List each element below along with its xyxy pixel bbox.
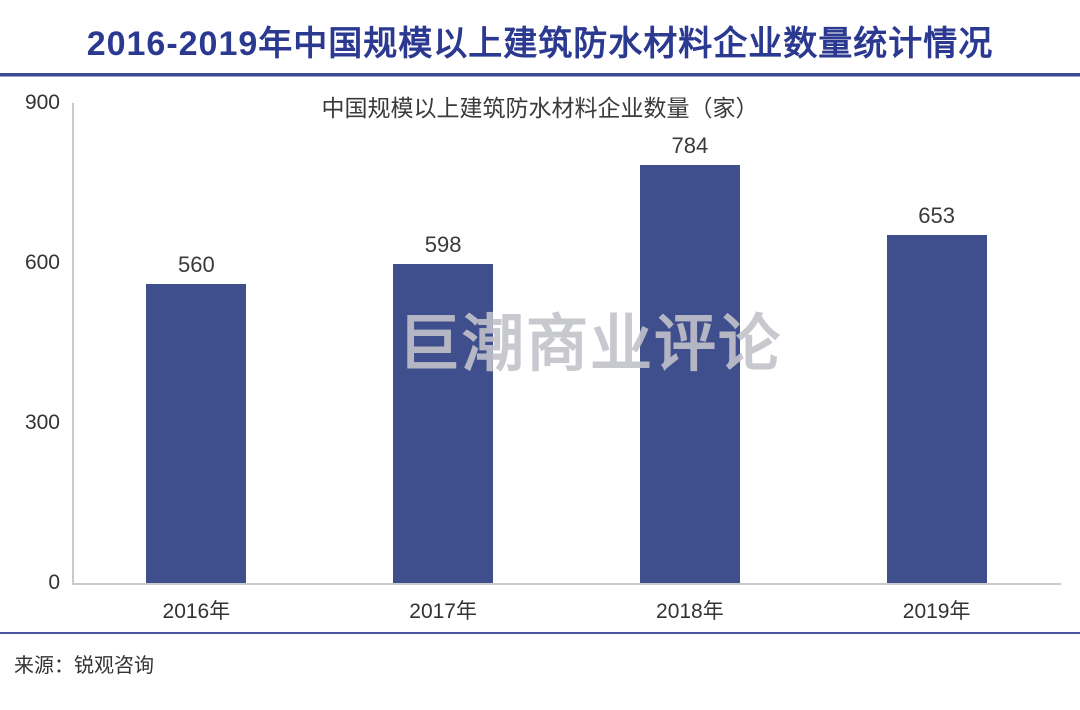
- bar: [639, 164, 740, 583]
- y-tick-label: 0: [48, 571, 60, 594]
- watermark: 巨潮商业评论: [398, 310, 783, 379]
- y-tick-label: 600: [24, 251, 60, 274]
- x-tick-label: 2017年: [409, 600, 477, 623]
- y-axis-line: [72, 103, 74, 583]
- bar-value-label: 653: [918, 202, 955, 228]
- header-divider: [0, 73, 1080, 77]
- bar: [393, 264, 494, 583]
- chart-title: 中国规模以上建筑防水材料企业数量（家）: [321, 95, 759, 121]
- x-axis-line: [72, 583, 1061, 585]
- bar: [146, 284, 247, 583]
- bar-value-label: 598: [424, 232, 462, 258]
- y-tick-label: 300: [24, 411, 60, 434]
- page-title: 2016-2019年中国规模以上建筑防水材料企业数量统计情况: [86, 25, 994, 63]
- y-tick-label: 900: [24, 91, 60, 114]
- x-tick-label: 2018年: [656, 600, 724, 623]
- bar-value-label: 784: [671, 132, 709, 158]
- x-tick-label: 2019年: [902, 600, 971, 623]
- footer-divider: [0, 632, 1080, 634]
- source-label: 来源：锐观咨询: [14, 655, 154, 677]
- x-tick-label: 2016年: [162, 600, 231, 623]
- bar-value-label: 560: [178, 252, 215, 278]
- bar: [886, 234, 987, 583]
